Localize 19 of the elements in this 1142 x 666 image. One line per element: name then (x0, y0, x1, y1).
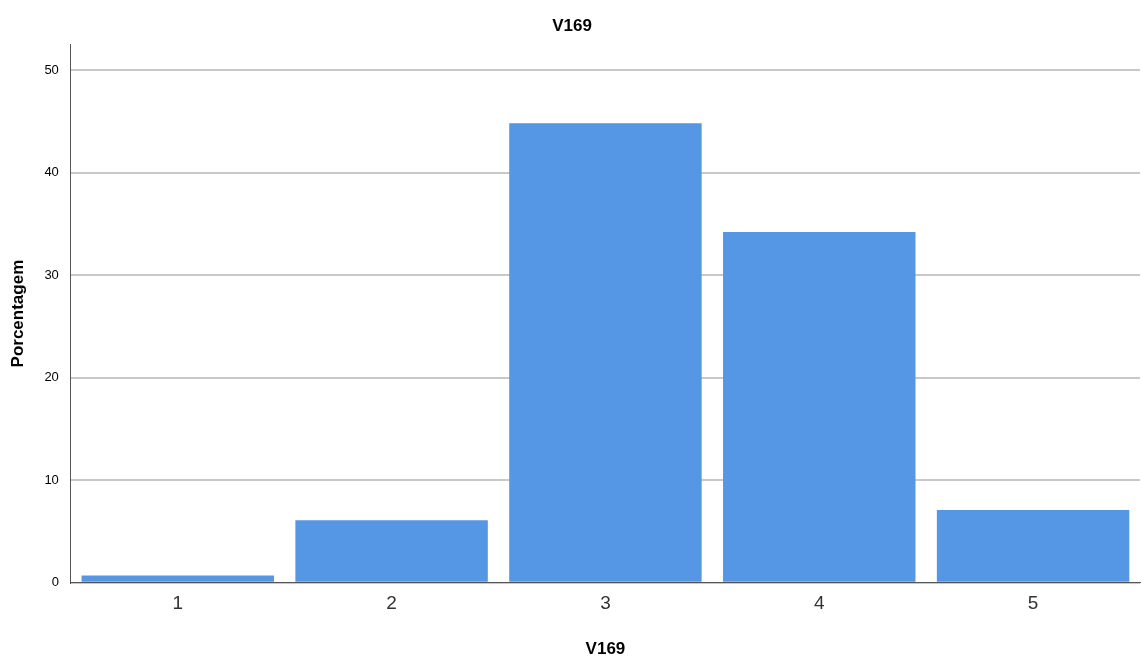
x-axis-title: V169 (585, 639, 626, 659)
chart-title: V169 (552, 15, 592, 35)
y-axis-title: Porcentagem (7, 259, 27, 368)
y-tick-label: 20 (44, 369, 59, 385)
y-tick-label: 10 (44, 471, 59, 487)
bar (723, 232, 916, 582)
x-tick-label: 1 (172, 592, 184, 614)
x-tick-label: 4 (813, 592, 825, 614)
y-tick-label: 40 (44, 164, 59, 180)
bar (81, 575, 274, 582)
x-tick-label: 5 (1027, 592, 1039, 614)
x-tick-label: 3 (600, 592, 611, 614)
bar (936, 509, 1130, 582)
bar (509, 123, 702, 582)
bar (295, 520, 488, 582)
y-tick-label: 30 (44, 266, 59, 282)
x-tick-label: 2 (386, 592, 397, 614)
y-tick-label: 50 (44, 61, 59, 77)
y-tick-label: 0 (51, 574, 59, 590)
